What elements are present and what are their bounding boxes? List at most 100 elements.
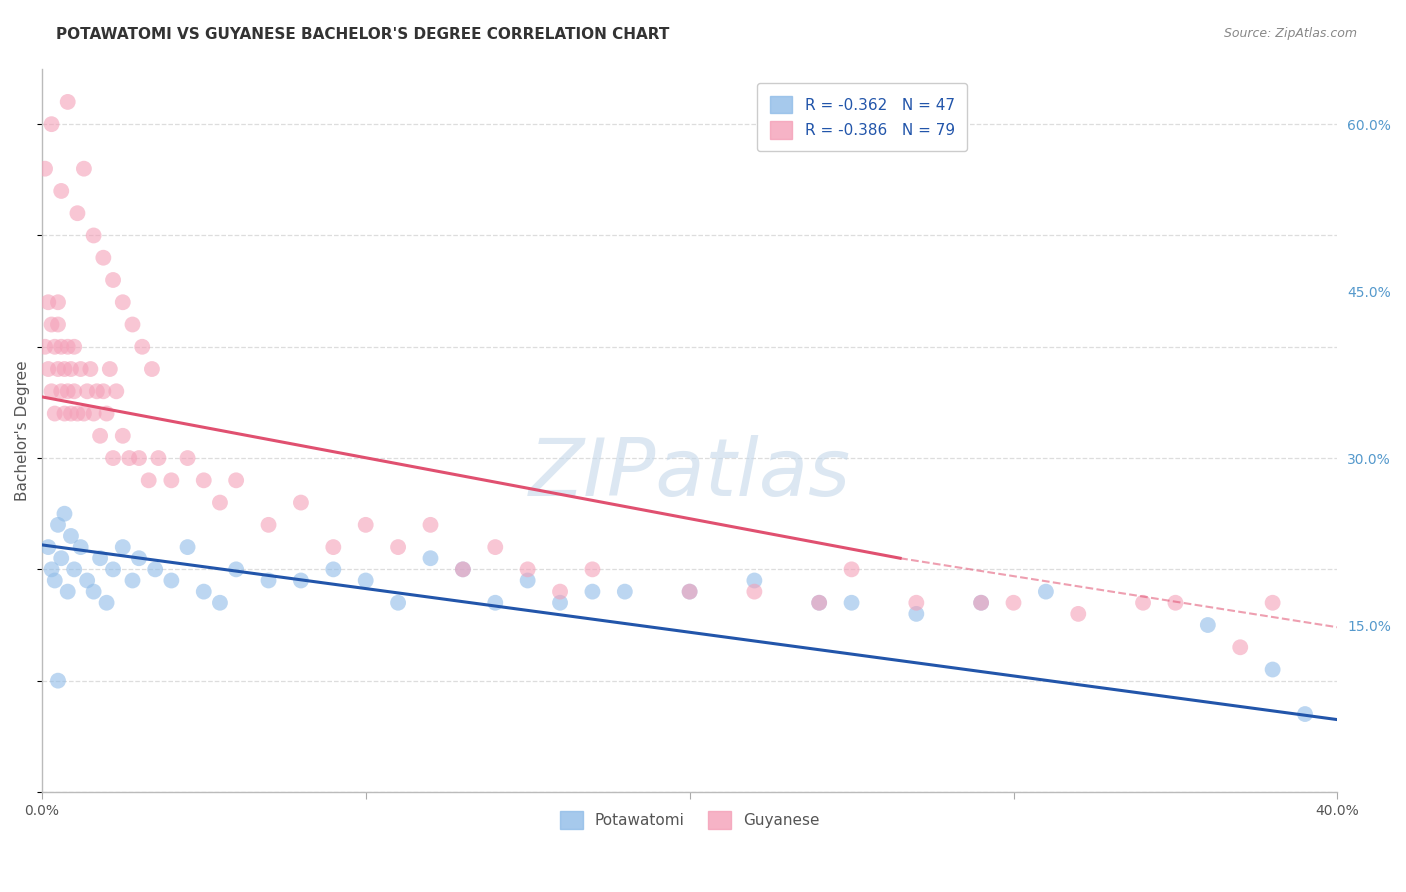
Point — [56, 384, 79, 399]
Point — [56, 584, 79, 599]
Point — [905, 596, 928, 610]
Point — [59, 407, 82, 421]
Point — [581, 562, 603, 576]
Point — [101, 451, 124, 466]
Point — [41, 384, 63, 399]
Point — [290, 495, 312, 509]
Point — [354, 517, 377, 532]
Point — [128, 451, 150, 466]
Point — [176, 540, 198, 554]
Point — [118, 451, 141, 466]
Point — [105, 384, 128, 399]
Point — [744, 584, 766, 599]
Point — [111, 429, 134, 443]
Point — [841, 562, 863, 576]
Point — [44, 574, 66, 588]
Point — [121, 318, 143, 332]
Point — [613, 584, 636, 599]
Point — [176, 451, 198, 466]
Point — [225, 562, 247, 576]
Point — [1035, 584, 1057, 599]
Point — [131, 340, 153, 354]
Point — [51, 340, 73, 354]
Point — [34, 340, 56, 354]
Point — [744, 574, 766, 588]
Point — [1132, 596, 1154, 610]
Text: POTAWATOMI VS GUYANESE BACHELOR'S DEGREE CORRELATION CHART: POTAWATOMI VS GUYANESE BACHELOR'S DEGREE… — [56, 27, 669, 42]
Point — [1197, 618, 1219, 632]
Point — [101, 562, 124, 576]
Point — [970, 596, 993, 610]
Point — [160, 473, 183, 487]
Point — [59, 529, 82, 543]
Point — [44, 340, 66, 354]
Point — [841, 596, 863, 610]
Point — [76, 384, 98, 399]
Point — [53, 407, 76, 421]
Point — [128, 551, 150, 566]
Point — [66, 206, 89, 220]
Point — [101, 273, 124, 287]
Point — [59, 362, 82, 376]
Point — [46, 318, 69, 332]
Point — [51, 384, 73, 399]
Point — [46, 362, 69, 376]
Point — [73, 161, 96, 176]
Point — [905, 607, 928, 621]
Point — [96, 407, 118, 421]
Point — [34, 161, 56, 176]
Point — [41, 562, 63, 576]
Point — [1067, 607, 1090, 621]
Point — [354, 574, 377, 588]
Point — [141, 362, 163, 376]
Point — [160, 574, 183, 588]
Point — [98, 362, 121, 376]
Point — [419, 517, 441, 532]
Point — [387, 540, 409, 554]
Point — [257, 574, 280, 588]
Point — [1229, 640, 1251, 655]
Point — [93, 384, 115, 399]
Point — [1261, 596, 1284, 610]
Point — [41, 318, 63, 332]
Point — [548, 596, 571, 610]
Point — [46, 673, 69, 688]
Point — [1261, 663, 1284, 677]
Point — [808, 596, 831, 610]
Point — [56, 95, 79, 109]
Point — [193, 584, 215, 599]
Point — [56, 340, 79, 354]
Point — [322, 540, 344, 554]
Point — [111, 295, 134, 310]
Point — [69, 540, 91, 554]
Point — [1164, 596, 1187, 610]
Text: Source: ZipAtlas.com: Source: ZipAtlas.com — [1223, 27, 1357, 40]
Point — [484, 596, 506, 610]
Point — [93, 251, 115, 265]
Point — [63, 384, 86, 399]
Point — [678, 584, 700, 599]
Point — [451, 562, 474, 576]
Point — [76, 574, 98, 588]
Point — [37, 295, 59, 310]
Point — [63, 340, 86, 354]
Point — [83, 228, 105, 243]
Point — [148, 451, 170, 466]
Point — [322, 562, 344, 576]
Y-axis label: Bachelor's Degree: Bachelor's Degree — [15, 360, 30, 500]
Point — [419, 551, 441, 566]
Point — [53, 507, 76, 521]
Point — [121, 574, 143, 588]
Point — [138, 473, 160, 487]
Point — [83, 584, 105, 599]
Point — [86, 384, 108, 399]
Point — [548, 584, 571, 599]
Point — [89, 551, 111, 566]
Point — [83, 407, 105, 421]
Point — [808, 596, 831, 610]
Point — [79, 362, 101, 376]
Point — [37, 362, 59, 376]
Point — [193, 473, 215, 487]
Point — [1294, 707, 1316, 722]
Point — [63, 562, 86, 576]
